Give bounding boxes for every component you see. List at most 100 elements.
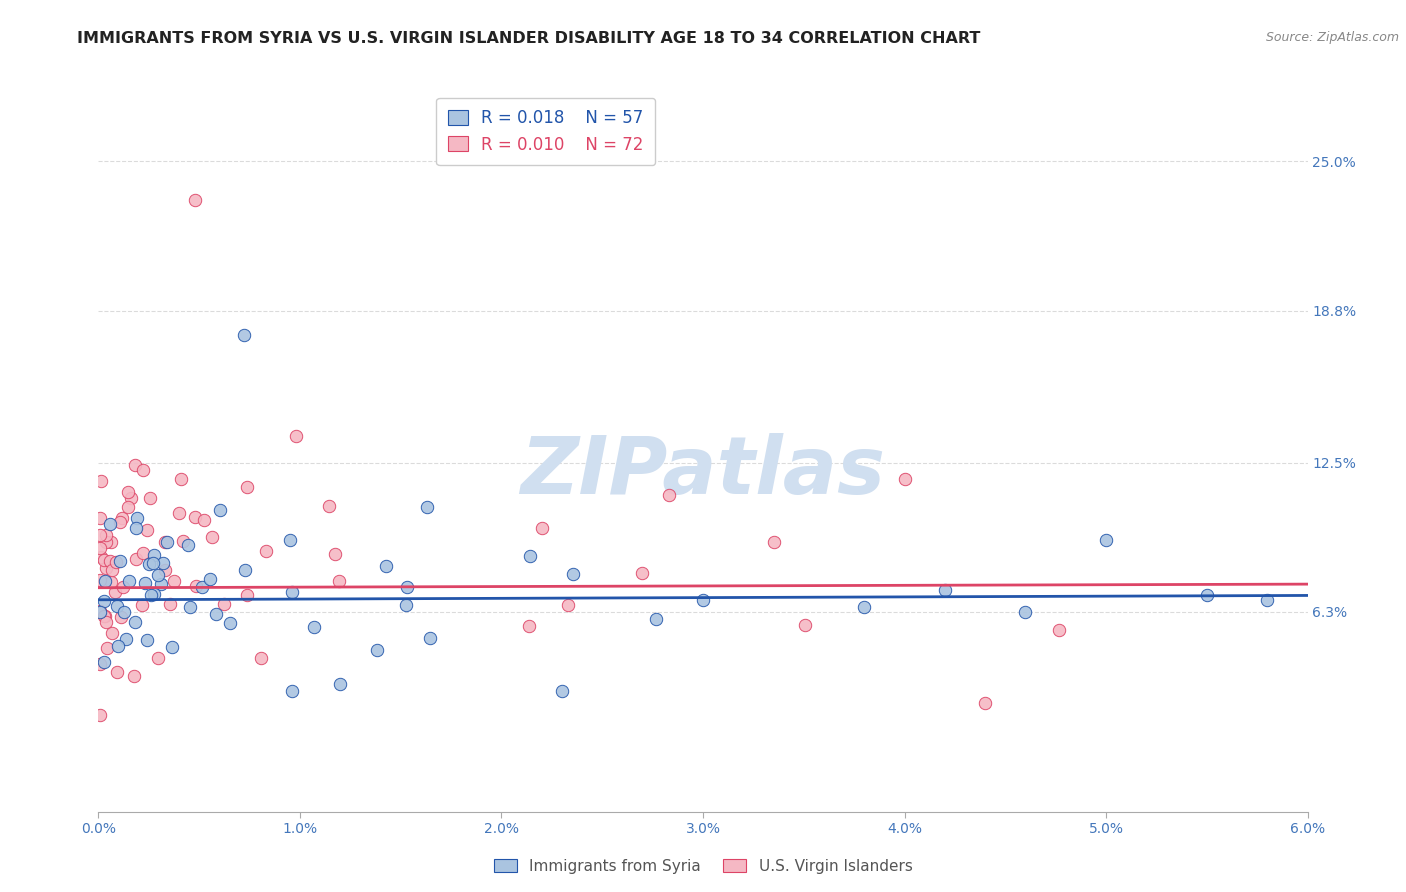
Point [302,620,325,634]
Point [93,553,115,567]
Point [110,516,132,530]
Point [124,669,146,683]
Point [1256,592,1278,607]
Point [120,491,142,505]
Point [176,538,198,552]
Point [419,631,441,645]
Point [1047,623,1070,637]
Point [117,500,139,514]
Point [125,552,148,566]
Point [89,605,111,619]
Point [152,556,174,570]
Point [98,554,121,568]
Point [200,572,222,586]
Point [100,564,122,578]
Point [162,640,184,655]
Point [934,583,956,598]
Point [325,547,347,561]
Point [644,612,666,626]
Point [169,506,191,520]
Point [1014,605,1036,619]
Point [201,530,224,544]
Point [631,566,654,581]
Point [146,567,169,582]
Point [163,574,186,589]
Point [191,580,214,594]
Point [104,585,127,599]
Point [184,193,207,207]
Point [193,513,215,527]
Point [1095,533,1118,547]
Point [131,598,153,612]
Point [114,632,136,646]
Text: ZIPatlas: ZIPatlas [520,434,886,511]
Point [318,499,340,513]
Point [114,605,136,619]
Point [557,599,579,613]
Point [89,541,111,555]
Point [366,643,388,657]
Point [124,458,146,472]
Point [96,615,118,629]
Point [205,607,228,621]
Point [94,574,117,588]
Point [278,533,301,547]
Point [105,556,128,570]
Point [135,633,157,648]
Point [184,579,207,593]
Text: IMMIGRANTS FROM SYRIA VS U.S. VIRGIN ISLANDER DISABILITY AGE 18 TO 34 CORRELATIO: IMMIGRANTS FROM SYRIA VS U.S. VIRGIN ISL… [77,31,981,46]
Point [94,609,117,624]
Point [236,480,259,494]
Point [125,521,148,535]
Point [107,640,129,654]
Point [110,610,132,624]
Point [893,472,915,486]
Point [281,684,304,698]
Point [153,563,176,577]
Point [233,564,256,578]
Point [89,657,111,671]
Point [142,556,165,570]
Point [117,485,139,500]
Point [143,548,166,562]
Point [111,511,134,525]
Point [281,585,304,599]
Point [93,594,115,608]
Point [692,592,714,607]
Point [232,327,254,342]
Point [184,509,207,524]
Point [149,577,172,591]
Point [395,598,418,612]
Point [132,463,155,477]
Point [96,641,118,656]
Point [108,554,131,568]
Point [853,599,876,614]
Point [329,677,352,691]
Point [657,488,679,502]
Point [93,656,115,670]
Point [132,546,155,560]
Point [100,625,122,640]
Legend: R = 0.018    N = 57, R = 0.010    N = 72: R = 0.018 N = 57, R = 0.010 N = 72 [436,97,655,165]
Point [134,576,156,591]
Point [138,557,160,571]
Point [519,619,541,633]
Point [90,549,112,564]
Point [254,543,277,558]
Point [519,549,541,563]
Text: Source: ZipAtlas.com: Source: ZipAtlas.com [1265,31,1399,45]
Point [105,665,128,679]
Point [100,574,122,589]
Point [138,491,160,505]
Point [974,696,997,710]
Point [763,535,786,549]
Point [118,574,141,589]
Point [284,429,307,443]
Point [209,503,232,517]
Point [146,650,169,665]
Point [153,535,176,549]
Point [135,523,157,537]
Point [89,511,111,525]
Point [89,573,111,587]
Point [89,528,111,542]
